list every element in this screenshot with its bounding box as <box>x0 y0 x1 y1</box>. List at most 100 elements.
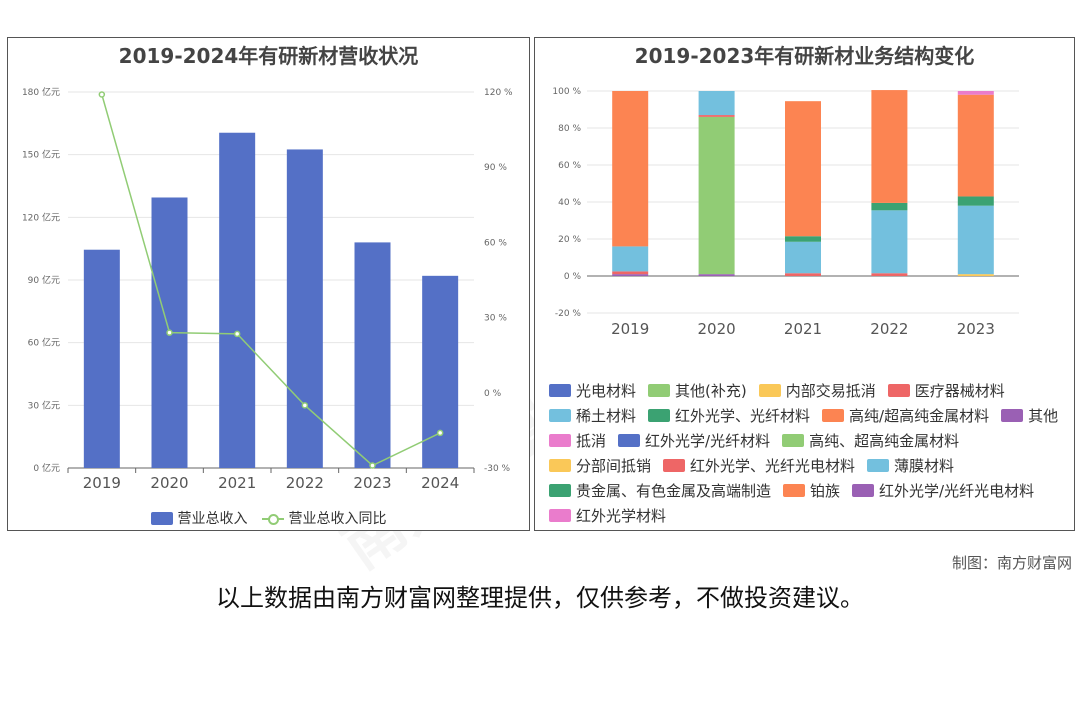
legend-item[interactable]: 抵消 <box>549 431 607 450</box>
legend-label: 医疗器械材料 <box>914 381 1005 400</box>
legend-swatch <box>549 408 571 422</box>
x-tick-label: 2019 <box>611 320 649 338</box>
legend-swatch <box>549 383 571 397</box>
legend-item[interactable]: 医疗器械材料 <box>887 381 1005 400</box>
stacked-segment <box>612 91 649 247</box>
legend-label: 营业总收入 <box>177 511 248 527</box>
legend-item[interactable]: 贵金属、有色金属及高端制造 <box>549 481 772 500</box>
y-tick-label: 150 亿元 <box>22 149 60 161</box>
stacked-segment <box>612 271 649 275</box>
x-tick-label: 2020 <box>698 320 736 338</box>
legend-label: 红外光学、光纤光电材料 <box>690 456 856 475</box>
legend-item[interactable]: 分部间抵销 <box>549 456 652 475</box>
legend-label: 高纯/超高纯金属材料 <box>849 406 990 425</box>
chart-title: 2019-2024年有研新材营收状况 <box>118 44 419 68</box>
legend-item[interactable]: 红外光学/光纤材料 <box>618 431 771 450</box>
stacked-segment <box>957 91 994 95</box>
stacked-segment <box>785 101 821 237</box>
legend-item[interactable]: 高纯/超高纯金属材料 <box>822 406 990 425</box>
x-tick-label: 2022 <box>870 320 908 338</box>
legend-swatch <box>549 433 571 447</box>
legend-label: 高纯、超高纯金属材料 <box>809 431 960 450</box>
legend-swatch <box>648 383 671 397</box>
legend-swatch <box>648 408 671 422</box>
legend-item[interactable]: 铂族 <box>783 481 841 500</box>
legend-item-revenue[interactable]: 营业总收入 <box>150 508 248 528</box>
revenue-bar <box>286 149 323 468</box>
y-tick-label: 30 亿元 <box>28 399 60 411</box>
y-tick-label: 40 % <box>558 198 581 208</box>
legend-item[interactable]: 光电材料 <box>549 381 636 400</box>
revenue-chart-panel: 2019-2024年有研新材营收状况 0 亿元 30 亿元 60 亿元 90 亿元 12… <box>7 37 530 531</box>
legend-swatch <box>783 483 806 497</box>
legend: 营业总收入 营业总收入同比 <box>8 508 529 528</box>
x-tick-label: 2022 <box>286 474 324 492</box>
stacked-segment <box>957 94 994 197</box>
legend-label: 红外光学/光纤材料 <box>645 431 771 450</box>
stacked-segment <box>871 273 908 276</box>
legend-item[interactable]: 红外光学/光纤光电材料 <box>852 481 1035 500</box>
legend-label: 薄膜材料 <box>894 456 955 475</box>
revenue-chart: 0 亿元 30 亿元 60 亿元 90 亿元 120 亿元 150 亿元 180 亿元 -30… <box>22 86 513 492</box>
legend-label: 稀土材料 <box>576 406 637 425</box>
legend-label: 营业总收入同比 <box>288 511 387 527</box>
legend-label: 红外光学/光纤光电材料 <box>879 481 1035 500</box>
y-tick-label: 60 亿元 <box>28 337 60 349</box>
y-tick-label: 180 亿元 <box>22 86 60 98</box>
stacked-segment <box>957 196 994 206</box>
stacked-segment <box>785 273 821 276</box>
credit-text: 制图：南方财富网 <box>951 554 1072 572</box>
legend-item[interactable]: 红外光学、光纤材料 <box>648 406 811 425</box>
legend-item[interactable]: 红外光学、光纤光电材料 <box>663 456 856 475</box>
chart-title: 2019-2023年有研新材业务结构变化 <box>634 44 975 68</box>
legend-swatch <box>852 483 875 497</box>
legend-item[interactable]: 稀土材料 <box>549 406 637 425</box>
legend-label: 抵消 <box>576 431 607 450</box>
legend-swatch <box>1001 408 1024 422</box>
legend-item[interactable]: 高纯、超高纯金属材料 <box>782 431 960 450</box>
stacked-segment <box>612 246 649 272</box>
y-tick-label: 0 亿元 <box>33 462 60 474</box>
legend-label: 其他 <box>1028 406 1059 425</box>
legend-label: 铂族 <box>810 481 841 500</box>
legend-label: 红外光学、光纤材料 <box>675 406 811 425</box>
y2-tick-label: 0 % <box>484 389 502 399</box>
yoy-line <box>101 94 441 467</box>
legend: 光电材料 其他(补充) 内部交易抵消 医疗器械材料稀土材料 红外光学、光纤材料 高纯/超高… <box>549 381 1069 525</box>
legend-label: 红外光学材料 <box>576 506 667 525</box>
yoy-point <box>436 429 444 437</box>
y-tick-label: 0 % <box>564 272 582 282</box>
legend-item[interactable]: 内部交易抵消 <box>758 381 876 400</box>
x-tick-label: 2019 <box>83 474 121 492</box>
legend-label: 分部间抵销 <box>576 456 652 475</box>
x-tick-label: 2024 <box>421 474 459 492</box>
stacked-segment <box>698 91 735 116</box>
legend-item[interactable]: 红外光学材料 <box>549 506 667 525</box>
legend-swatch <box>663 458 686 472</box>
legend-swatch <box>150 511 173 525</box>
legend-swatch <box>549 458 571 472</box>
stacked-segment <box>871 90 908 203</box>
yoy-point <box>166 329 173 336</box>
y2-tick-label: 30 % <box>484 314 507 324</box>
stacked-segment <box>612 274 649 276</box>
business-structure-panel: 2019-2023年有研新材业务结构变化 -20 % 0 % 20 % 40 % 60 … <box>534 37 1075 531</box>
y-tick-label: 80 % <box>558 124 581 134</box>
legend-item[interactable]: 薄膜材料 <box>867 456 955 475</box>
y2-tick-label: 120 % <box>484 88 513 98</box>
legend-item[interactable]: 其他 <box>1001 406 1059 425</box>
yoy-point <box>369 462 376 469</box>
legend-item-yoy[interactable]: 营业总收入同比 <box>261 508 387 528</box>
y-tick-label: 120 亿元 <box>22 211 60 223</box>
revenue-bar <box>354 242 391 468</box>
y-tick-label: -20 % <box>555 309 582 319</box>
legend-label: 贵金属、有色金属及高端制造 <box>576 481 772 500</box>
x-tick-label: 2021 <box>218 474 256 492</box>
legend-swatch <box>887 383 910 397</box>
legend-swatch <box>758 383 781 397</box>
stacked-segment <box>698 274 735 276</box>
stacked-segment <box>957 274 994 276</box>
legend-swatch <box>867 458 890 472</box>
legend-item[interactable]: 其他(补充) <box>648 381 747 400</box>
structure-chart: -20 % 0 % 20 % 40 % 60 % 80 % 100 % 2019 2020 202… <box>552 87 1019 338</box>
